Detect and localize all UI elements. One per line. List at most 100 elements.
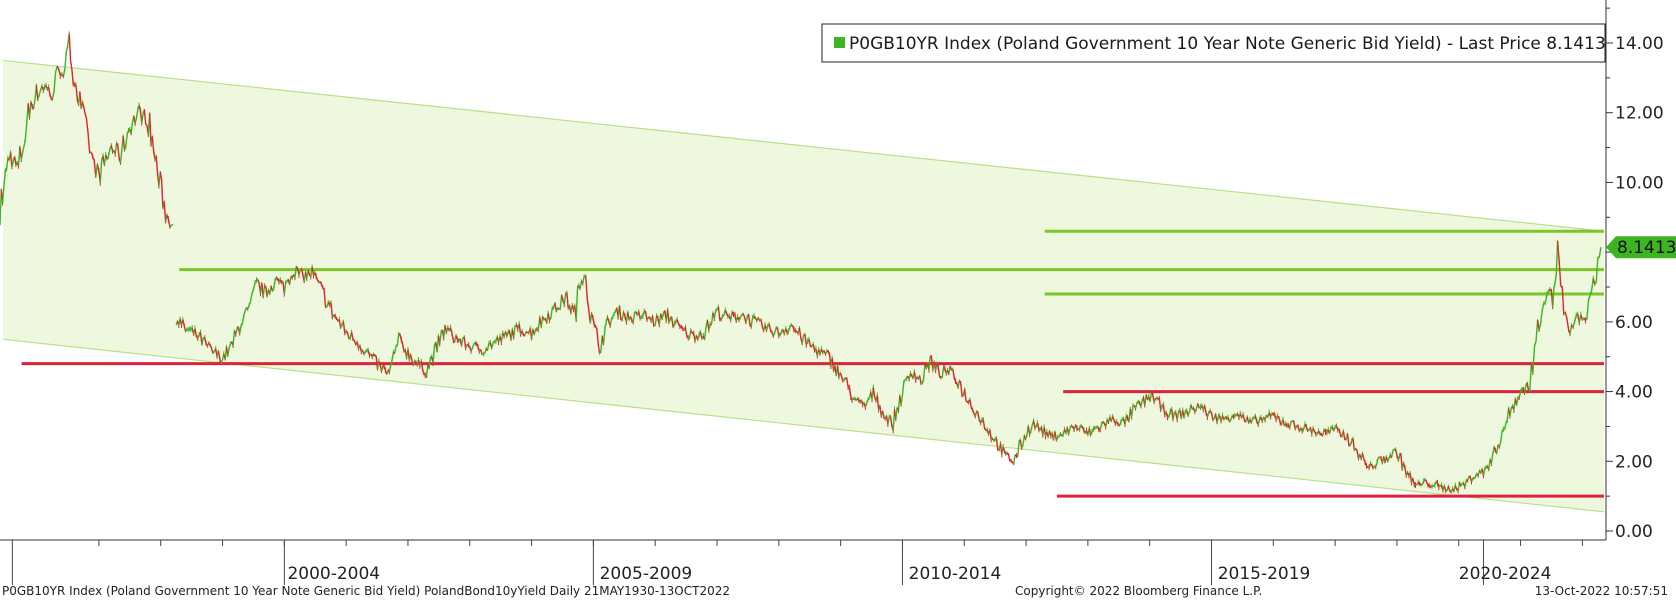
price-segment — [464, 344, 468, 349]
price-segment — [1400, 453, 1403, 470]
y-tick-label: 2.00 — [1615, 452, 1653, 472]
footer-description: P0GB10YR Index (Poland Government 10 Yea… — [2, 584, 731, 598]
price-segment — [298, 270, 301, 276]
price-segment — [1595, 258, 1599, 282]
price-segment — [232, 331, 236, 346]
price-segment — [533, 328, 537, 335]
price-segment — [1532, 346, 1536, 373]
price-segment — [760, 319, 763, 327]
price-segment — [717, 307, 721, 320]
legend-swatch — [834, 37, 845, 48]
price-segment — [559, 295, 563, 309]
price-segment — [977, 412, 980, 421]
price-segment — [627, 311, 630, 320]
price-segment — [85, 118, 89, 134]
price-segment — [346, 332, 350, 339]
price-segment — [872, 387, 876, 397]
price-segment — [87, 133, 91, 153]
price-segment — [143, 109, 147, 125]
price-segment — [1556, 241, 1560, 262]
period-label: 2020-2024 — [1459, 564, 1552, 584]
footer-timestamp: 13-Oct-2022 10:57:51 — [1534, 584, 1668, 598]
price-segment — [24, 122, 28, 139]
price-segment — [95, 164, 99, 178]
price-segment — [651, 315, 655, 327]
price-segment — [227, 347, 230, 357]
price-segment — [130, 121, 134, 134]
price-segment — [149, 113, 152, 146]
price-segment — [632, 312, 636, 323]
legend-text: P0GB10YR Index (Poland Government 10 Yea… — [849, 34, 1606, 54]
price-segment — [1352, 438, 1356, 451]
price-segment — [900, 395, 904, 405]
price-segment — [62, 68, 66, 77]
period-label: 2010-2014 — [909, 564, 1002, 584]
price-segment — [1346, 433, 1350, 446]
price-segment — [1144, 395, 1147, 406]
price-segment — [554, 302, 557, 312]
footer-copyright: Copyright© 2022 Bloomberg Finance L.P. — [1015, 584, 1263, 598]
level-lines — [21, 229, 1604, 498]
price-segment — [1030, 425, 1033, 432]
price-segment — [1515, 397, 1519, 406]
price-segment — [283, 282, 287, 295]
y-tick-label: 10.00 — [1615, 173, 1664, 193]
y-tick-label: 14.00 — [1615, 34, 1664, 54]
price-segment — [1580, 314, 1584, 321]
last-price-tag: 8.1413 — [1606, 236, 1676, 259]
price-segment — [575, 287, 579, 321]
price-segment — [463, 337, 467, 349]
last-price-tag-bg — [1606, 236, 1676, 259]
price-segment — [160, 179, 164, 209]
channel-upper-edge — [3, 59, 1605, 232]
price-segment — [330, 302, 334, 318]
price-segment — [658, 313, 662, 326]
period-label: 2015-2019 — [1218, 564, 1311, 584]
legend-box — [821, 23, 1606, 63]
price-segment — [995, 438, 999, 450]
price-segment — [1342, 430, 1346, 440]
price-segment — [163, 201, 167, 223]
price-segment — [79, 91, 82, 109]
price-segment — [83, 107, 86, 115]
price-segment — [428, 357, 432, 369]
price-segment — [747, 314, 751, 326]
price-segment — [895, 408, 898, 420]
price-segment — [28, 102, 32, 118]
price-segment — [969, 399, 972, 408]
price-segment — [703, 327, 707, 340]
price-segment — [540, 316, 544, 327]
price-segment — [1496, 444, 1499, 454]
price-segment — [1149, 391, 1153, 402]
price-segment — [134, 117, 138, 125]
price-segment — [1013, 454, 1016, 465]
price-segment — [155, 156, 159, 175]
price-segment — [1529, 364, 1533, 391]
price-segment — [982, 419, 986, 429]
price-segment — [1488, 459, 1491, 470]
price-segment — [20, 152, 24, 160]
period-label: 2005-2009 — [600, 564, 693, 584]
y-tick-label: 4.00 — [1615, 383, 1653, 403]
price-segment — [586, 298, 590, 311]
price-segment — [171, 223, 174, 226]
price-segment — [125, 134, 128, 147]
price-segment — [323, 290, 327, 308]
price-segment — [684, 327, 688, 337]
price-segment — [585, 275, 588, 299]
price-segment — [71, 69, 74, 85]
price-segment — [596, 329, 599, 345]
y-tick-label: 6.00 — [1615, 313, 1653, 333]
price-segment — [1490, 454, 1494, 464]
price-segment — [122, 136, 126, 150]
last-price-label: 8.1413 — [1617, 238, 1676, 258]
price-segment — [0, 189, 2, 226]
price-segment — [901, 382, 905, 396]
price-segment — [81, 102, 85, 108]
price-segment — [1376, 457, 1380, 463]
price-segment — [922, 364, 926, 379]
y-tick-label: 12.00 — [1615, 104, 1664, 124]
price-segment — [53, 71, 57, 92]
legend: P0GB10YR Index (Poland Government 10 Yea… — [821, 23, 1606, 63]
